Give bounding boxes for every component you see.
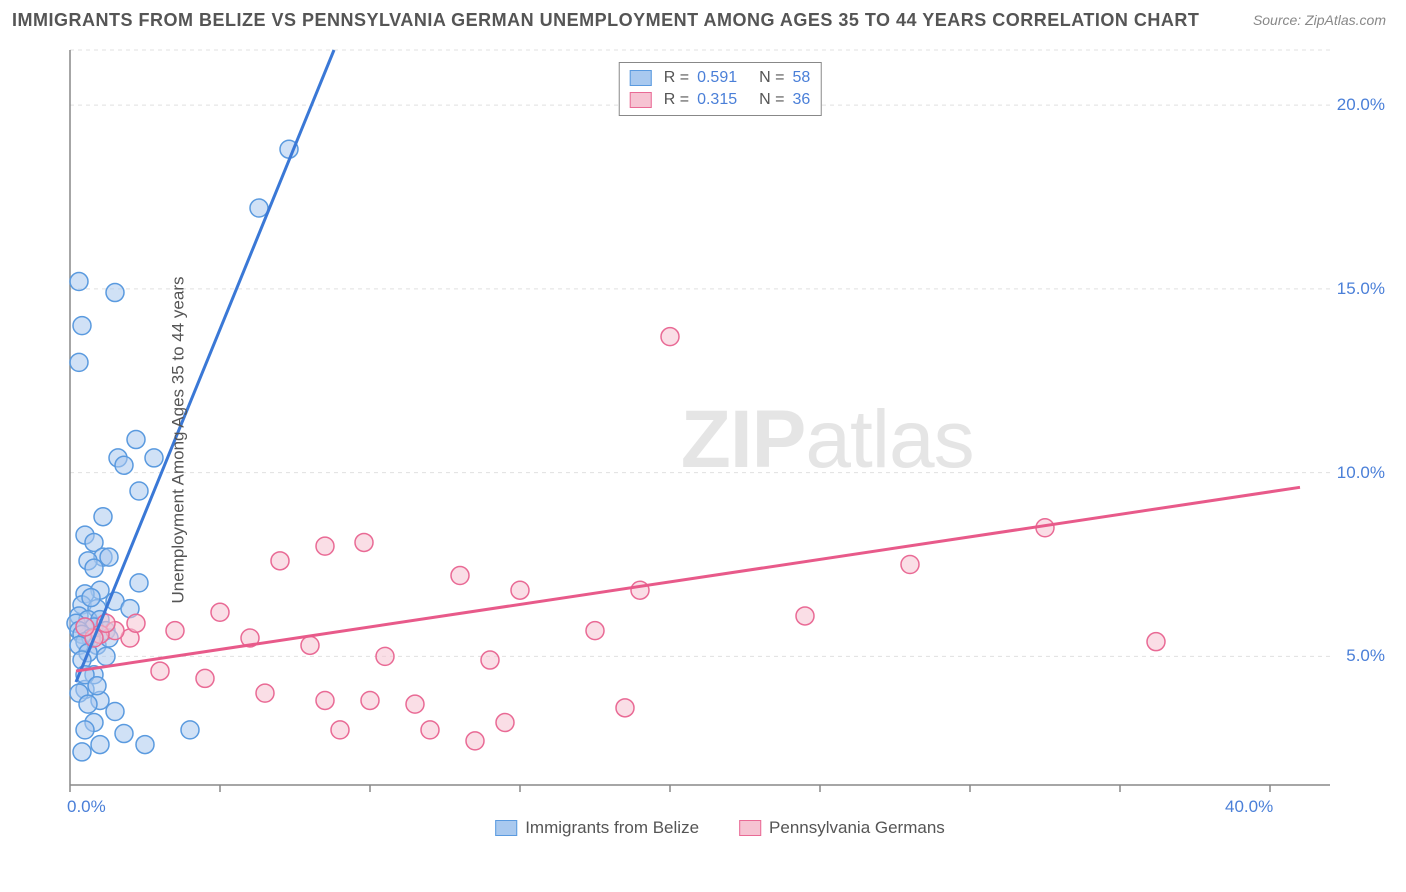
data-point xyxy=(130,574,148,592)
y-tick-label: 20.0% xyxy=(1337,95,1385,115)
chart-title: IMMIGRANTS FROM BELIZE VS PENNSYLVANIA G… xyxy=(12,10,1199,31)
data-point xyxy=(271,552,289,570)
data-point xyxy=(796,607,814,625)
data-point xyxy=(100,548,118,566)
trend-line xyxy=(76,487,1300,671)
data-point xyxy=(76,618,94,636)
data-point xyxy=(250,199,268,217)
data-point xyxy=(97,647,115,665)
data-point xyxy=(106,703,124,721)
data-point xyxy=(79,695,97,713)
legend-label: Immigrants from Belize xyxy=(525,818,699,838)
data-point xyxy=(421,721,439,739)
data-point xyxy=(901,556,919,574)
data-point xyxy=(355,533,373,551)
data-point xyxy=(376,647,394,665)
data-point xyxy=(88,677,106,695)
data-point xyxy=(586,622,604,640)
trend-line xyxy=(76,50,334,682)
data-point xyxy=(466,732,484,750)
r-value: 0.591 xyxy=(697,69,737,87)
legend-swatch xyxy=(739,820,761,836)
n-value: 36 xyxy=(792,91,810,109)
data-point xyxy=(73,317,91,335)
data-point xyxy=(661,328,679,346)
data-point xyxy=(316,537,334,555)
legend-stats: R = 0.591 N = 58 R = 0.315 N = 36 xyxy=(619,62,822,116)
data-point xyxy=(73,743,91,761)
data-point xyxy=(451,567,469,585)
data-point xyxy=(82,589,100,607)
legend-swatch xyxy=(630,70,652,86)
data-point xyxy=(106,284,124,302)
data-point xyxy=(166,622,184,640)
data-point xyxy=(94,508,112,526)
r-label: R = xyxy=(664,69,689,87)
scatter-plot xyxy=(50,40,1390,840)
data-point xyxy=(76,721,94,739)
legend-item: Pennsylvania Germans xyxy=(739,818,945,838)
legend-stats-row: R = 0.591 N = 58 xyxy=(630,67,811,89)
data-point xyxy=(130,482,148,500)
r-label: R = xyxy=(664,91,689,109)
y-tick-label: 15.0% xyxy=(1337,279,1385,299)
data-point xyxy=(406,695,424,713)
y-tick-label: 5.0% xyxy=(1346,646,1385,666)
data-point xyxy=(616,699,634,717)
x-tick-label: 40.0% xyxy=(1225,797,1273,817)
data-point xyxy=(361,691,379,709)
data-point xyxy=(115,456,133,474)
n-label: N = xyxy=(759,69,784,87)
legend-item: Immigrants from Belize xyxy=(495,818,699,838)
data-point xyxy=(127,614,145,632)
n-label: N = xyxy=(759,91,784,109)
data-point xyxy=(181,721,199,739)
data-point xyxy=(331,721,349,739)
data-point xyxy=(136,736,154,754)
legend-swatch xyxy=(630,92,652,108)
data-point xyxy=(127,431,145,449)
legend-stats-row: R = 0.315 N = 36 xyxy=(630,89,811,111)
data-point xyxy=(70,353,88,371)
y-axis-label: Unemployment Among Ages 35 to 44 years xyxy=(168,277,188,604)
legend-series: Immigrants from Belize Pennsylvania Germa… xyxy=(495,818,945,838)
data-point xyxy=(151,662,169,680)
y-tick-label: 10.0% xyxy=(1337,463,1385,483)
data-point xyxy=(115,725,133,743)
data-point xyxy=(301,636,319,654)
data-point xyxy=(256,684,274,702)
data-point xyxy=(496,714,514,732)
data-point xyxy=(85,559,103,577)
chart-container: Unemployment Among Ages 35 to 44 years Z… xyxy=(50,40,1390,840)
source-attribution: Source: ZipAtlas.com xyxy=(1253,12,1386,28)
legend-label: Pennsylvania Germans xyxy=(769,818,945,838)
r-value: 0.315 xyxy=(697,91,737,109)
legend-swatch xyxy=(495,820,517,836)
data-point xyxy=(1147,633,1165,651)
data-point xyxy=(511,581,529,599)
data-point xyxy=(91,736,109,754)
data-point xyxy=(211,603,229,621)
data-point xyxy=(70,273,88,291)
data-point xyxy=(196,669,214,687)
n-value: 58 xyxy=(792,69,810,87)
data-point xyxy=(145,449,163,467)
data-point xyxy=(316,691,334,709)
data-point xyxy=(481,651,499,669)
x-tick-label: 0.0% xyxy=(67,797,106,817)
data-point xyxy=(631,581,649,599)
